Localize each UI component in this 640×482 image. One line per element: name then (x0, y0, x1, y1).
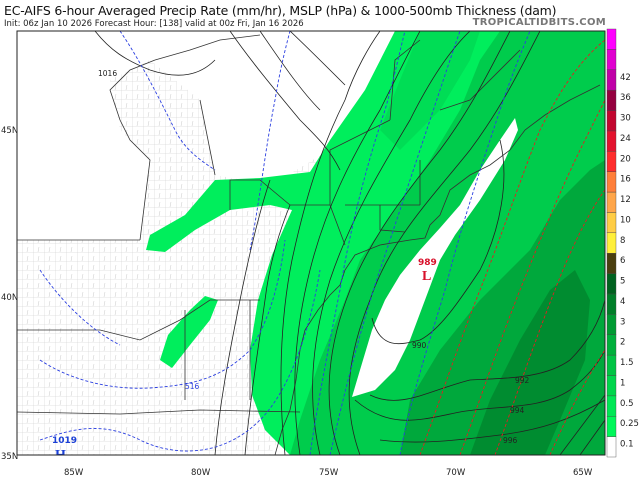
precip-mid-north (380, 31, 480, 150)
colorbar-label: 16 (620, 175, 631, 185)
high-pressure-value: 1019 (52, 436, 77, 446)
thickness-label-516: 516 (185, 382, 200, 391)
map-frame (16, 30, 606, 456)
lat-label-40n: 40N (1, 293, 18, 303)
isobar-label-994: 994 (510, 406, 525, 415)
colorbar-swatch (606, 28, 617, 50)
low-pressure-icon: L (422, 269, 431, 284)
lon-label-85w: 85W (64, 468, 84, 478)
lon-label-75w: 75W (319, 468, 339, 478)
colorbar-label: 0.25 (620, 419, 639, 429)
colorbar-label: 20 (620, 154, 631, 164)
colorbar-label: 0.5 (620, 399, 634, 409)
colorbar-swatch (606, 334, 617, 356)
colorbar-swatch (606, 293, 617, 315)
colorbar-label: 36 (620, 93, 631, 103)
low-pressure-value: 989 (418, 258, 437, 268)
colorbar-label: 2 (620, 338, 625, 348)
colorbar-label: 3 (620, 317, 625, 327)
high-pressure-icon: H (55, 448, 66, 463)
colorbar-label: 8 (620, 236, 625, 246)
coastlines-and-borders (17, 34, 601, 455)
colorbar-swatch (606, 436, 617, 458)
colorbar-swatch (606, 89, 617, 111)
thickness-lines (39, 31, 605, 455)
colorbar-swatch (606, 151, 617, 172)
lat-label-45n: 45N (1, 126, 18, 136)
precip-light-blob (160, 296, 218, 368)
forecast-info: Init: 06z Jan 10 2026 Forecast Hour: [13… (4, 19, 304, 29)
colorbar-label: 42 (620, 73, 631, 83)
colorbar-swatch (606, 375, 617, 397)
colorbar-swatch (606, 232, 617, 254)
colorbar-label: 0.1 (620, 440, 634, 450)
colorbar-swatch (606, 130, 617, 152)
isobar-label-990: 990 (412, 341, 427, 350)
colorbar-label: 10 (620, 215, 631, 225)
colorbar-swatch (606, 395, 617, 417)
map-title: EC-AIFS 6-hour Averaged Precip Rate (mm/… (4, 3, 557, 18)
isobar-label-992: 992 (515, 376, 530, 385)
colorbar-swatch (606, 171, 617, 193)
lat-label-35n: 35N (1, 452, 18, 462)
colorbar-swatch (606, 252, 617, 274)
colorbar-swatch (606, 273, 617, 295)
colorbar-label: 6 (620, 256, 625, 266)
isobar-label-996: 996 (503, 436, 518, 445)
colorbar-swatch (606, 212, 617, 234)
lon-label-65w: 65W (573, 468, 593, 478)
colorbar-swatch (606, 110, 617, 132)
colorbar-swatch (606, 314, 617, 335)
brand-watermark: TROPICALTIDBITS.COM (472, 17, 606, 28)
colorbar-swatch (606, 416, 617, 437)
colorbar-label: 30 (620, 114, 631, 124)
lon-label-70w: 70W (446, 468, 466, 478)
precip-darkest-area (470, 270, 590, 455)
colorbar-label: 24 (620, 134, 631, 144)
colorbar-label: 12 (620, 195, 631, 205)
colorbar-swatch (606, 354, 617, 376)
colorbar-label: 1 (620, 378, 625, 388)
dry-slot (352, 118, 518, 397)
colorbar-label: 5 (620, 277, 625, 287)
lon-label-80w: 80W (191, 468, 211, 478)
isobars (94, 31, 605, 455)
colorbar-label: 1.5 (620, 358, 634, 368)
colorbar-swatch (606, 191, 617, 213)
colorbar-swatch (606, 49, 617, 70)
precip-colorbar: 0.1 0.25 0.5 1 1.5 2 3 4 5 6 8 10 12 16 20 24 30 36 42 (606, 28, 639, 458)
colorbar-swatch (606, 69, 617, 91)
colorbar-label: 4 (620, 297, 625, 307)
isobar-label-1016: 1016 (98, 69, 117, 78)
